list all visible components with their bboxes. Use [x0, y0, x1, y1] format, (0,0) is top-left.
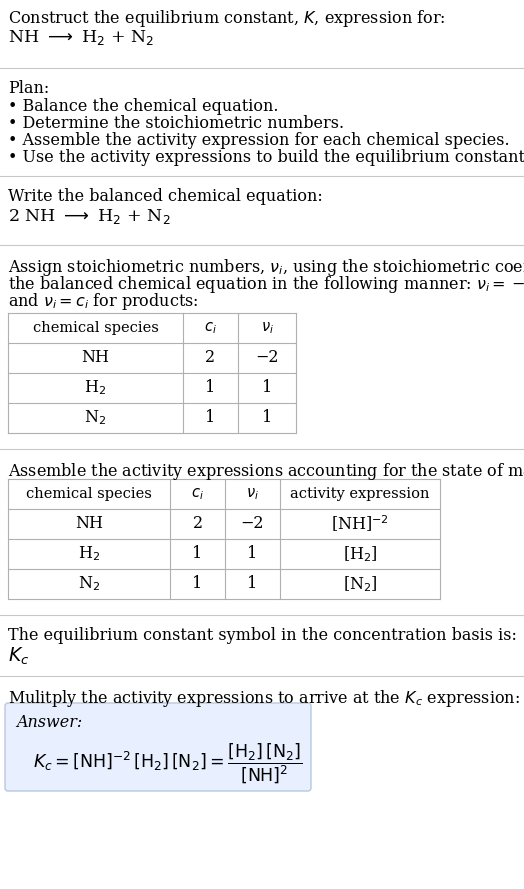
Text: 1: 1	[192, 575, 203, 592]
Text: 2 NH $\longrightarrow$ H$_2$ + N$_2$: 2 NH $\longrightarrow$ H$_2$ + N$_2$	[8, 207, 171, 226]
Text: [H$_2$]: [H$_2$]	[343, 544, 377, 564]
Text: 2: 2	[192, 516, 203, 533]
Text: Answer:: Answer:	[16, 714, 82, 731]
Text: • Determine the stoichiometric numbers.: • Determine the stoichiometric numbers.	[8, 115, 344, 132]
Text: • Use the activity expressions to build the equilibrium constant expression.: • Use the activity expressions to build …	[8, 149, 524, 166]
Text: −2: −2	[241, 516, 264, 533]
Text: H$_2$: H$_2$	[84, 379, 106, 397]
Text: 1: 1	[247, 546, 258, 563]
Text: $\nu_i$: $\nu_i$	[260, 320, 274, 336]
Text: N$_2$: N$_2$	[84, 409, 106, 428]
Text: $K_c$: $K_c$	[8, 646, 29, 668]
FancyBboxPatch shape	[5, 703, 311, 791]
Text: [NH]$^{-2}$: [NH]$^{-2}$	[331, 514, 389, 534]
Text: 1: 1	[205, 380, 215, 396]
Text: Plan:: Plan:	[8, 80, 49, 97]
Text: activity expression: activity expression	[290, 487, 430, 501]
Text: H$_2$: H$_2$	[78, 545, 100, 564]
Text: 1: 1	[205, 410, 215, 427]
Text: NH $\longrightarrow$ H$_2$ + N$_2$: NH $\longrightarrow$ H$_2$ + N$_2$	[8, 28, 154, 47]
Text: NH: NH	[82, 349, 110, 366]
Text: The equilibrium constant symbol in the concentration basis is:: The equilibrium constant symbol in the c…	[8, 627, 517, 644]
Text: chemical species: chemical species	[32, 321, 158, 335]
Text: $\nu_i$: $\nu_i$	[246, 486, 259, 502]
Text: $K_c = \mathrm{[NH]}^{-2}\,\mathrm{[H_2]}\,\mathrm{[N_2]} = \dfrac{\mathrm{[H_2]: $K_c = \mathrm{[NH]}^{-2}\,\mathrm{[H_2]…	[33, 742, 302, 786]
Text: chemical species: chemical species	[26, 487, 152, 501]
Text: 2: 2	[205, 349, 215, 366]
Text: Mulitply the activity expressions to arrive at the $K_c$ expression:: Mulitply the activity expressions to arr…	[8, 688, 520, 709]
Text: 1: 1	[262, 380, 272, 396]
Text: • Balance the chemical equation.: • Balance the chemical equation.	[8, 98, 278, 115]
Text: [N$_2$]: [N$_2$]	[343, 574, 377, 594]
Text: −2: −2	[255, 349, 279, 366]
Text: Write the balanced chemical equation:: Write the balanced chemical equation:	[8, 188, 323, 205]
Text: Construct the equilibrium constant, $K$, expression for:: Construct the equilibrium constant, $K$,…	[8, 8, 445, 29]
Text: N$_2$: N$_2$	[78, 574, 100, 593]
Text: Assign stoichiometric numbers, $\nu_i$, using the stoichiometric coefficients, $: Assign stoichiometric numbers, $\nu_i$, …	[8, 257, 524, 278]
Text: 1: 1	[262, 410, 272, 427]
Text: Assemble the activity expressions accounting for the state of matter and $\nu_i$: Assemble the activity expressions accoun…	[8, 461, 524, 482]
Text: and $\nu_i = c_i$ for products:: and $\nu_i = c_i$ for products:	[8, 291, 199, 312]
Text: 1: 1	[192, 546, 203, 563]
Text: • Assemble the activity expression for each chemical species.: • Assemble the activity expression for e…	[8, 132, 510, 149]
Text: NH: NH	[75, 516, 103, 533]
Text: $c_i$: $c_i$	[204, 320, 217, 336]
Text: $c_i$: $c_i$	[191, 486, 204, 502]
Text: the balanced chemical equation in the following manner: $\nu_i = -c_i$ for react: the balanced chemical equation in the fo…	[8, 274, 524, 295]
Text: 1: 1	[247, 575, 258, 592]
